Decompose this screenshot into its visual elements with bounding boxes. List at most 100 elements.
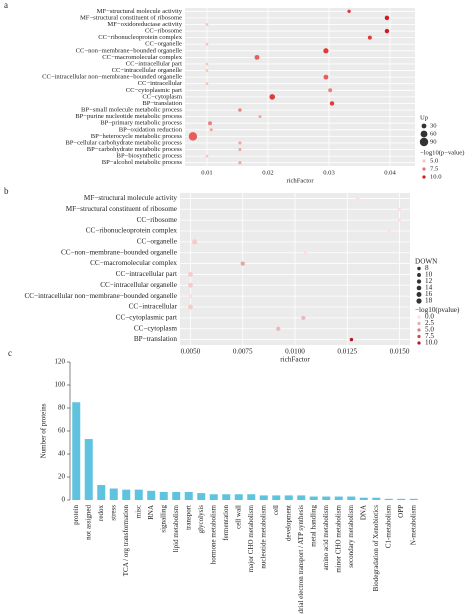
bar <box>347 496 356 500</box>
x-tick-label: 0.04 <box>384 170 396 177</box>
bar <box>297 495 306 500</box>
legend-swatch <box>417 266 421 271</box>
legend-label: 7.5 <box>425 332 434 340</box>
bar <box>222 494 231 500</box>
y-tick-label: BP−biosynthetic process <box>117 153 183 160</box>
legend-label: 60 <box>430 131 437 138</box>
bubble <box>276 326 281 331</box>
x-tick-label: amino acid metabolism <box>322 504 330 570</box>
y-tick-label: CC−intracellular <box>138 80 183 87</box>
legend-swatch <box>422 159 426 163</box>
x-tick-label: 0.0075 <box>233 348 253 356</box>
x-tick-label: metal handling <box>309 505 317 547</box>
panel-label: c <box>8 348 12 358</box>
bubble <box>205 42 209 46</box>
bubble <box>347 9 351 14</box>
y-tick-label: MF−structural molecule activity <box>84 194 177 202</box>
x-tick-label: signalling <box>159 505 167 533</box>
y-tick-label: CC−ribonucleoprotein complex <box>86 227 178 235</box>
x-axis-label: richFactor <box>280 356 310 364</box>
legend-label: 90 <box>430 139 437 146</box>
bar <box>284 495 293 500</box>
y-tick-label: CC−macromolecular complex <box>102 54 182 61</box>
bar <box>159 491 168 500</box>
legend-label: 18 <box>425 297 433 305</box>
legend-swatch <box>416 285 422 291</box>
bubble <box>205 23 209 26</box>
bubble <box>188 304 193 310</box>
bar <box>147 490 156 500</box>
bubble <box>323 48 329 54</box>
x-tick-label: development <box>284 505 292 541</box>
bubble <box>205 82 209 86</box>
bar <box>409 498 418 500</box>
x-tick-label: 0.0050 <box>181 348 201 356</box>
y-tick-label: CC−cytoplasm <box>142 93 182 100</box>
y-tick-label: 0 <box>62 496 66 504</box>
bubble <box>205 154 209 158</box>
x-tick-label: not assigned <box>84 505 92 540</box>
bubble <box>205 62 209 66</box>
x-tick-label: cell <box>272 505 280 515</box>
bubble <box>387 229 391 233</box>
legend-swatch <box>417 341 421 345</box>
y-tick-label: CC−intracellular non−membrane−bounded or… <box>24 292 177 300</box>
x-tick-label: C1-metabolism <box>384 504 392 548</box>
y-tick-label: MF−structural constituent of ribosome <box>80 14 182 21</box>
panel-label: a <box>4 0 8 10</box>
y-tick-label: BP−carbohydrate metabolic process <box>87 146 183 153</box>
y-tick-label: CC−intracellular organelle <box>112 67 182 74</box>
y-tick-label: CC−organelle <box>137 238 177 246</box>
y-tick-label: MF−oxidoreductase activity <box>107 21 182 28</box>
y-tick-label: MF−structural constituent of ribosome <box>66 205 177 213</box>
bubble <box>238 141 242 145</box>
legend-label: 10.0 <box>425 339 438 347</box>
x-tick-label: hormone metabolism <box>209 504 217 564</box>
x-tick-label: glycolysis <box>197 505 205 534</box>
legend-label: 2.5 <box>425 319 434 327</box>
x-tick-label: 0.0100 <box>285 348 305 356</box>
bar <box>209 494 218 500</box>
y-tick-label: 20 <box>58 473 66 481</box>
y-tick-label: BP−purine nucleotide metabolic process <box>75 113 182 120</box>
legend-title: DOWN <box>415 258 438 266</box>
x-tick-label: 0.02 <box>262 170 274 177</box>
x-tick-label: N-metabolism <box>409 504 417 545</box>
y-tick-label: BP−translation <box>134 335 178 343</box>
bar <box>122 489 131 500</box>
bubble <box>254 54 260 60</box>
legend-swatch <box>422 175 426 179</box>
y-tick-label: CC−intracellular non−membrane−bounded or… <box>42 74 182 81</box>
legend-label: 16 <box>425 290 433 298</box>
legend-label: 14 <box>425 284 433 292</box>
bubble <box>303 250 308 255</box>
bubble <box>384 28 390 34</box>
bar <box>184 491 193 500</box>
y-tick-label: CC−intracellular part <box>116 270 177 278</box>
bubble <box>258 115 262 119</box>
x-tick-label: major CHO metabolism <box>247 504 255 572</box>
x-tick-label: fermentation <box>222 505 230 541</box>
bubble <box>238 108 242 112</box>
x-tick-label: transport <box>184 505 192 530</box>
y-tick-label: CC−ribosome <box>145 28 182 35</box>
bubble <box>238 161 242 165</box>
y-tick-label: 120 <box>55 358 66 366</box>
legend-swatch <box>417 328 421 332</box>
legend-swatch <box>416 298 422 304</box>
bubble <box>238 148 242 152</box>
legend-label: 12 <box>425 277 433 285</box>
legend-swatch <box>416 279 422 284</box>
bar <box>272 495 281 500</box>
y-tick-label: CC−ribosome <box>137 216 177 224</box>
x-tick-label: 0.0150 <box>390 348 410 356</box>
bar <box>134 489 143 500</box>
legend-label: 5.0 <box>430 158 439 165</box>
bubble <box>397 218 402 222</box>
bubble <box>301 315 306 320</box>
legend-title: −log10(pvalue) <box>415 306 460 314</box>
y-tick-label: CC−intracellular organelle <box>100 281 177 289</box>
bar <box>322 496 331 500</box>
bar <box>372 497 381 500</box>
legend-swatch <box>422 167 426 171</box>
